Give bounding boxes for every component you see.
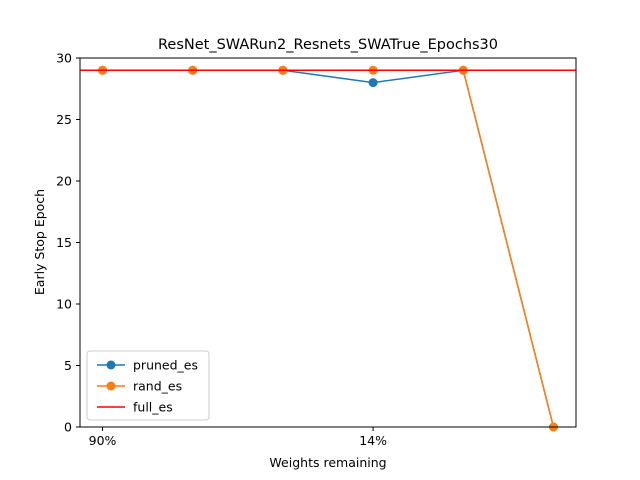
y-tick-label: 20 [56,174,72,189]
y-tick-label: 30 [56,51,72,66]
plot-area: 0 5 10 15 20 25 30 90% 14% [56,51,577,448]
legend-marker-pruned_es [106,360,116,370]
x-axis-label: Weights remaining [269,455,386,470]
legend-label-full_es: full_es [133,400,173,415]
y-tick-label: 15 [56,235,72,250]
y-tick-label: 5 [64,358,72,373]
y-tick-label: 0 [64,420,72,435]
y-axis-label: Early Stop Epoch [32,189,47,295]
series-pruned_es-point [368,78,378,88]
y-tick-label: 10 [56,297,72,312]
x-tick-label: 14% [359,433,387,448]
legend-label-pruned_es: pruned_es [133,358,198,373]
y-tick-label: 25 [56,112,72,127]
legend: pruned_es rand_es full_es [86,350,210,421]
legend-marker-rand_es [106,381,116,391]
legend-box [86,350,210,421]
legend-label-rand_es: rand_es [133,379,182,394]
x-tick-label: 90% [89,433,117,448]
chart-title: ResNet_SWARun2_Resnets_SWATrue_Epochs30 [158,37,498,53]
